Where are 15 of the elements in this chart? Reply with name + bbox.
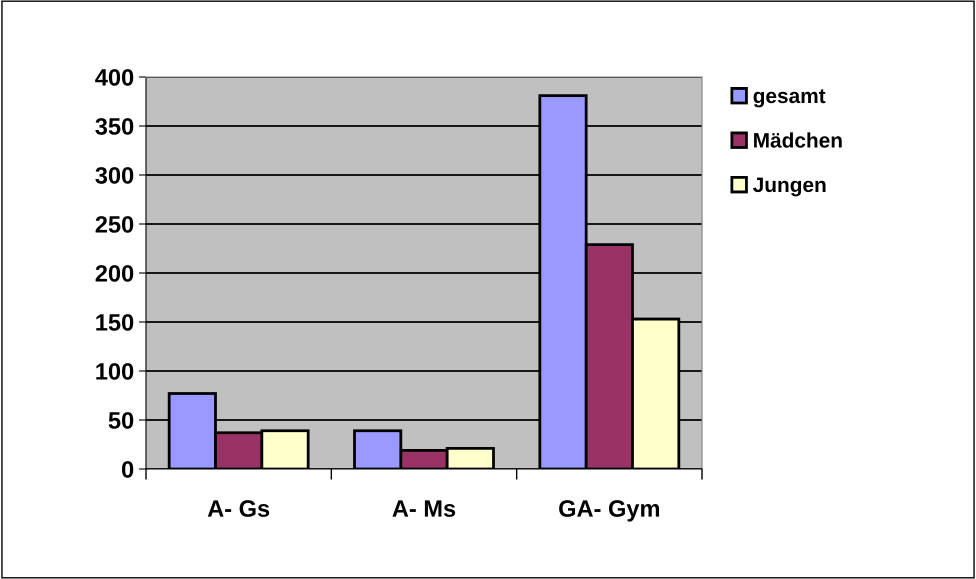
x-tick-label: A- Ms [392, 500, 456, 517]
y-tick-label: 300 [95, 167, 134, 184]
y-tick-label: 100 [96, 363, 134, 380]
y-tick-label: 150 [96, 314, 134, 331]
x-tick-label: A- Gs [208, 500, 270, 517]
y-tick-label: 0 [122, 461, 134, 478]
legend-label: gesamt [754, 89, 826, 108]
y-tick-label: 400 [95, 69, 134, 86]
y-tick-label: 250 [96, 216, 134, 233]
y-tick-label: 50 [108, 412, 134, 429]
legend-label: Jungen [753, 178, 826, 196]
y-tick-label: 350 [95, 118, 134, 135]
x-tick-label: GA- Gym [559, 500, 660, 522]
legend-label: Mädchen [754, 132, 842, 148]
y-tick-label: 200 [96, 265, 134, 282]
